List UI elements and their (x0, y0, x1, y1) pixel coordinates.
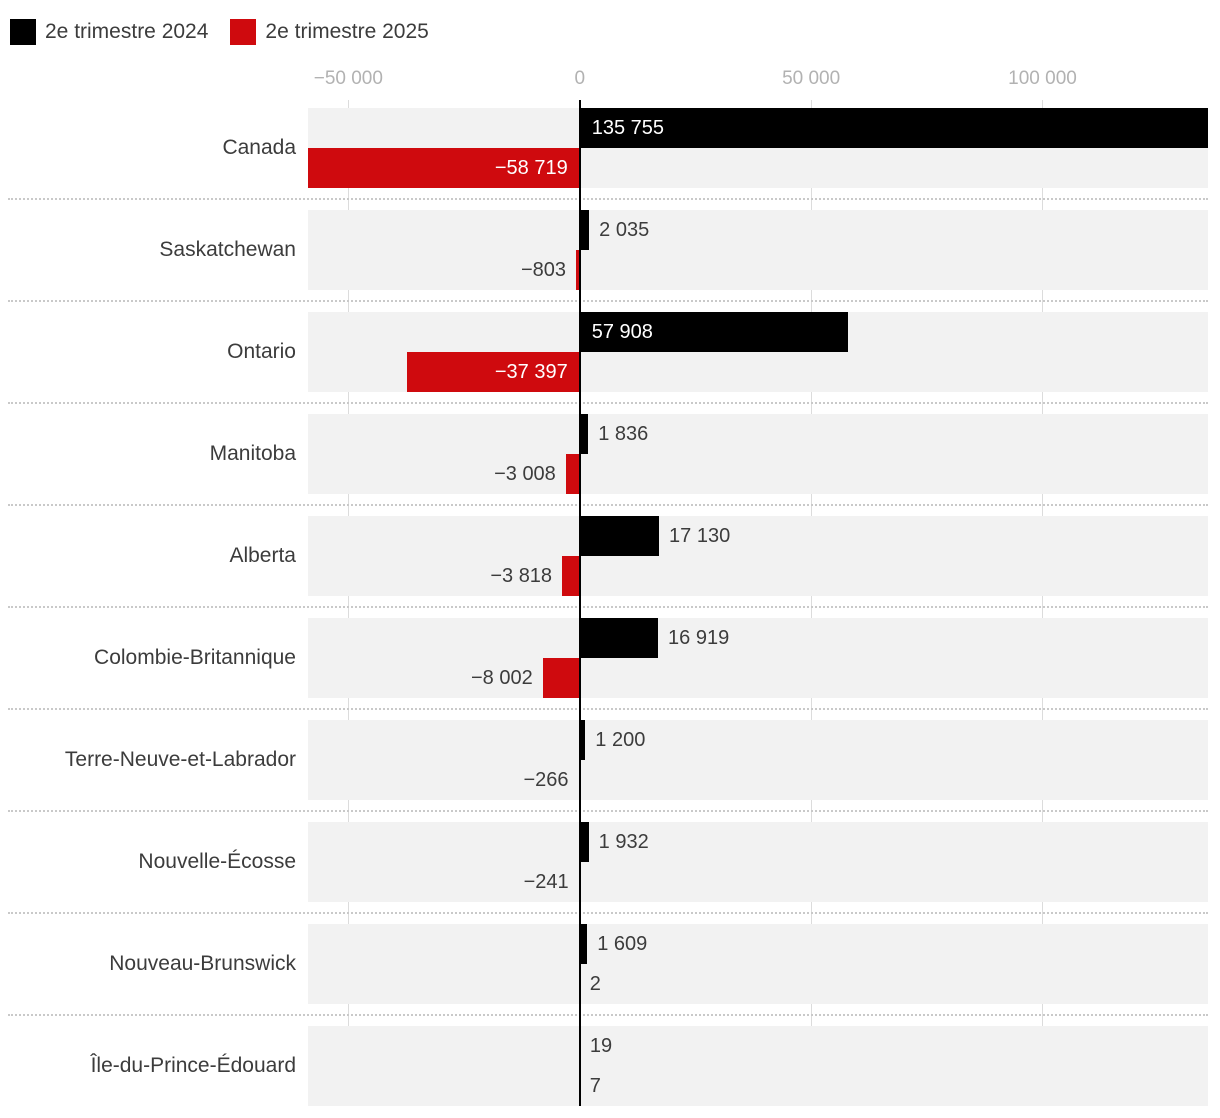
axis-tick-label: 100 000 (1008, 68, 1077, 89)
category-label: Colombie-Britannique (94, 646, 296, 669)
bar-2024 (579, 108, 1208, 148)
value-label-2025: −3 818 (490, 565, 553, 587)
value-label-2025: −37 397 (494, 361, 568, 383)
value-label-2025: −266 (523, 769, 569, 791)
gridline (810, 100, 812, 1106)
row-separator (8, 810, 1208, 812)
bar-2024 (579, 312, 848, 352)
value-label-2024: 57 908 (591, 321, 653, 343)
row-separator (8, 504, 1208, 506)
bar-2025 (308, 148, 580, 188)
row-band (308, 618, 1208, 698)
legend-swatch-2025 (230, 19, 257, 45)
row-band (308, 516, 1208, 596)
legend-label-2024: 2e trimestre 2024 (45, 20, 209, 43)
axis-tick-label: 0 (574, 68, 586, 89)
row-separator (8, 198, 1208, 200)
value-label-2024: 17 130 (669, 525, 731, 547)
bar-2024 (579, 924, 588, 964)
row-separator (8, 300, 1208, 302)
legend-swatch-2024 (10, 19, 36, 45)
value-label-2025: 7 (589, 1075, 601, 1097)
bar-2024 (579, 822, 589, 862)
row-band (308, 414, 1208, 494)
value-label-2024: 19 (589, 1035, 613, 1057)
category-label: Ontario (227, 340, 296, 363)
value-label-2025: −803 (520, 259, 567, 281)
category-label: Île-du-Prince-Édouard (90, 1054, 296, 1077)
bar-2025 (576, 250, 580, 290)
value-label-2025: −58 719 (494, 157, 568, 179)
bar-2025 (406, 352, 580, 392)
bar-2024 (579, 720, 586, 760)
value-label-2025: −3 008 (494, 463, 556, 485)
axis-tick-label: −50 000 (313, 68, 383, 89)
row-band (308, 822, 1208, 902)
value-label-2024: 1 609 (597, 933, 648, 955)
value-label-2024: 135 755 (591, 117, 665, 139)
bar-2025 (565, 454, 580, 494)
bar-2024 (579, 516, 659, 556)
row-separator (8, 708, 1208, 710)
legend-item-2024: 2e trimestre 2024 (10, 19, 208, 45)
value-label-2024: 1 932 (598, 831, 649, 853)
row-separator (8, 402, 1208, 404)
category-label: Alberta (229, 544, 296, 567)
value-label-2024: 2 035 (599, 219, 650, 241)
value-label-2025: 2 (589, 973, 601, 995)
bar-2024 (579, 210, 590, 250)
legend: 2e trimestre 2024 2e trimestre 2025 (10, 19, 429, 45)
legend-label-2025: 2e trimestre 2025 (265, 20, 429, 43)
value-label-2024: 1 200 (595, 729, 646, 751)
bar-2025 (562, 556, 580, 596)
row-separator (8, 606, 1208, 608)
row-band (308, 720, 1208, 800)
value-label-2024: 16 919 (668, 627, 730, 649)
gridline (347, 100, 349, 1106)
legend-item-2025: 2e trimestre 2025 (230, 19, 429, 45)
row-separator (8, 1014, 1208, 1016)
category-label: Saskatchewan (159, 238, 296, 261)
category-label: Manitoba (209, 442, 296, 465)
category-label: Canada (222, 136, 296, 159)
row-band (308, 210, 1208, 290)
category-label: Terre-Neuve-et-Labrador (64, 748, 296, 771)
bar-2024 (579, 618, 659, 658)
axis-tick-label: 50 000 (782, 68, 841, 89)
category-label: Nouvelle-Écosse (138, 850, 296, 873)
bar-2024 (579, 414, 589, 454)
category-label: Nouveau-Brunswick (109, 952, 296, 975)
row-band (308, 1026, 1208, 1106)
value-label-2025: −8 002 (470, 667, 533, 689)
row-separator (8, 912, 1208, 914)
row-band (308, 924, 1208, 1004)
gridline (1042, 100, 1044, 1106)
value-label-2024: 1 836 (598, 423, 649, 445)
zero-axis-line (578, 100, 581, 1106)
bar-2025 (542, 658, 580, 698)
value-label-2025: −241 (523, 871, 569, 893)
